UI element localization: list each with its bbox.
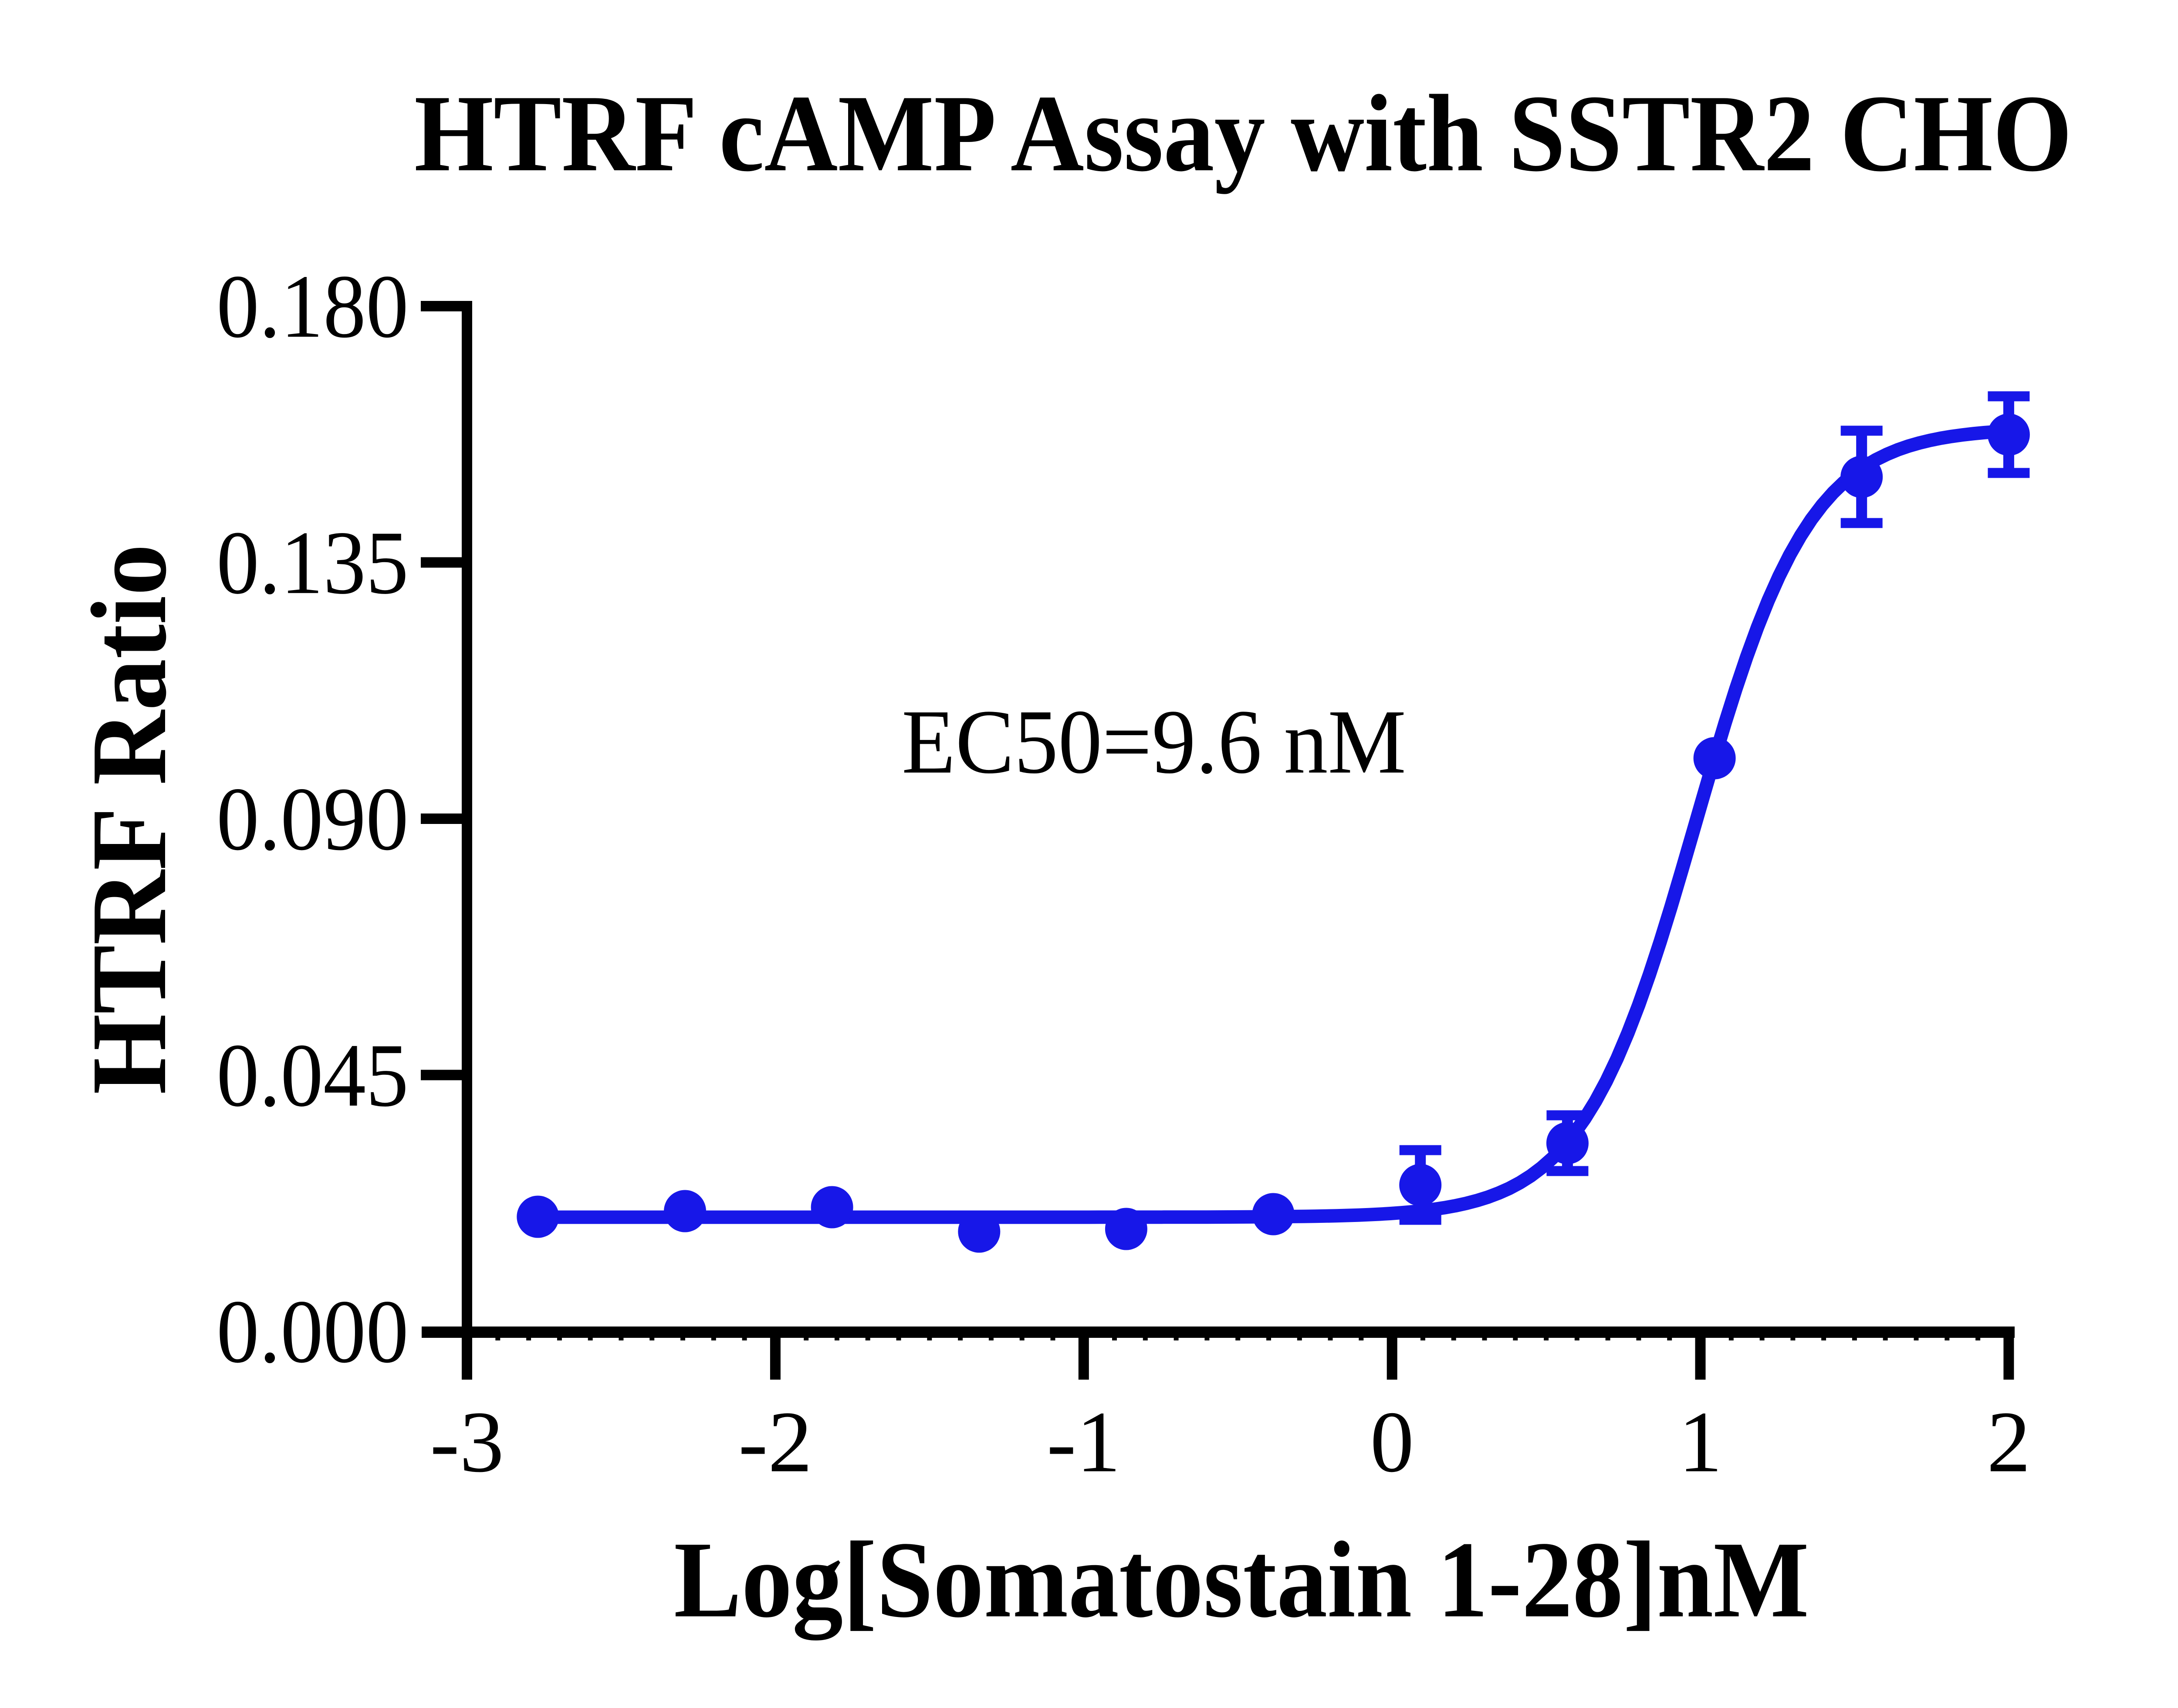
svg-text:EC50=9.6 nM: EC50=9.6 nM <box>902 691 1406 793</box>
svg-text:HTRF cAMP Assay with SSTR2 CHO: HTRF cAMP Assay with SSTR2 CHO <box>414 72 2072 194</box>
svg-text:0.090: 0.090 <box>216 769 409 869</box>
svg-text:0: 0 <box>1370 1394 1414 1490</box>
svg-text:1: 1 <box>1678 1394 1722 1490</box>
svg-text:0.135: 0.135 <box>216 513 409 613</box>
svg-text:0.000: 0.000 <box>216 1281 409 1381</box>
svg-text:2: 2 <box>1987 1394 2031 1490</box>
svg-text:0.045: 0.045 <box>216 1025 409 1125</box>
svg-text:0.180: 0.180 <box>216 256 409 356</box>
svg-text:-3: -3 <box>430 1394 504 1490</box>
svg-text:-2: -2 <box>738 1394 812 1490</box>
svg-text:-1: -1 <box>1047 1394 1121 1490</box>
svg-text:Log[Somatostain 1-28]nM: Log[Somatostain 1-28]nM <box>674 1519 1809 1640</box>
svg-text:HTRF Ratio: HTRF Ratio <box>70 544 189 1094</box>
